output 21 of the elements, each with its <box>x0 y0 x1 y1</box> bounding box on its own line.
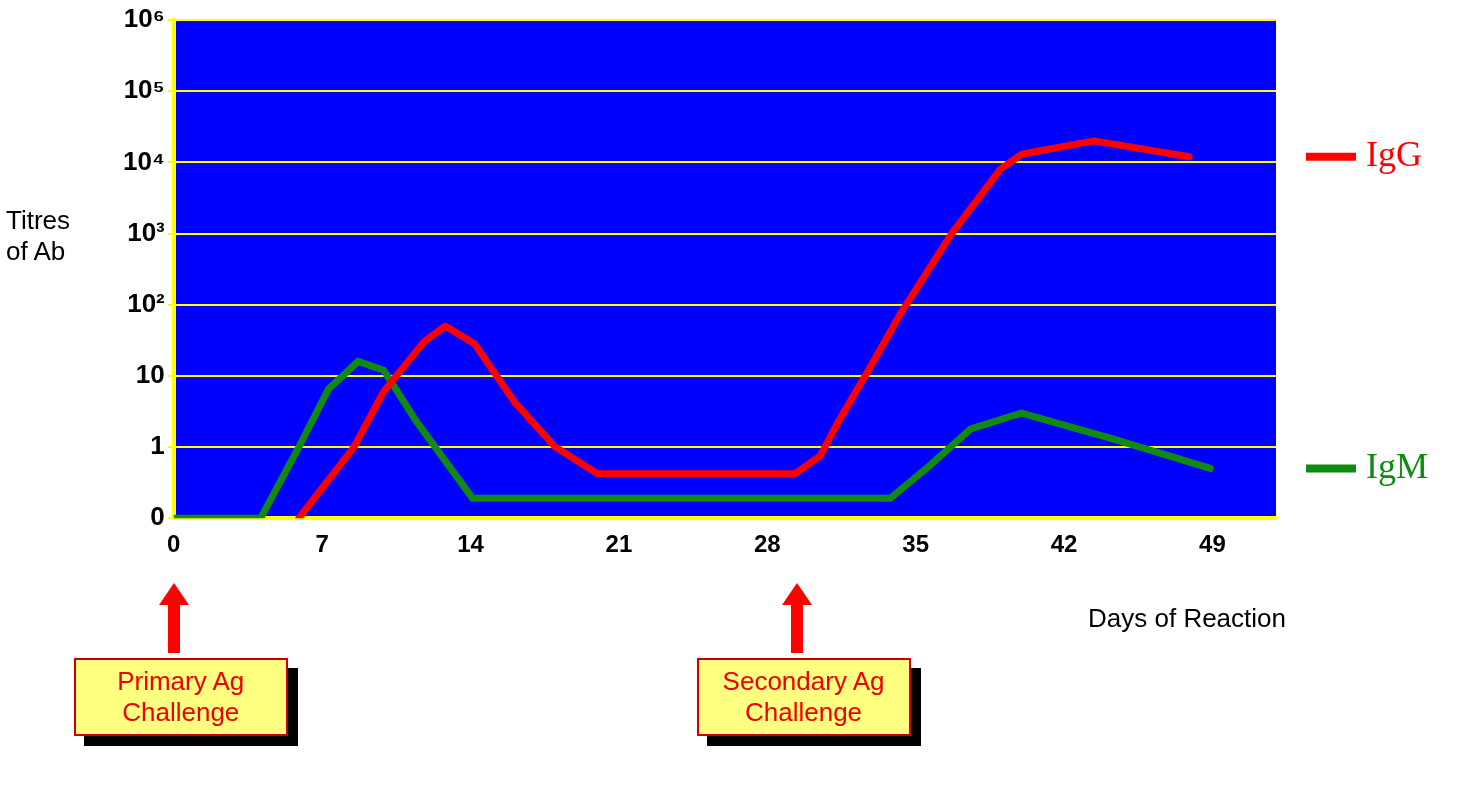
y-tick-label: 10³ <box>127 216 166 247</box>
x-axis-title: Days of Reaction <box>1088 603 1286 635</box>
legend-label: IgM <box>1366 445 1428 486</box>
text: Primary Ag Challenge <box>73 658 288 737</box>
x-tick-label: 49 <box>1199 530 1226 558</box>
y-tick-label: 10⁶ <box>123 3 165 34</box>
x-tick-label: 28 <box>753 530 781 558</box>
x-tick-label: 21 <box>605 530 633 558</box>
y-tick-label: 10⁴ <box>123 145 165 176</box>
x-tick-label: 42 <box>1050 530 1078 558</box>
x-tick-label: 14 <box>457 530 485 558</box>
text: Secondary Ag Challenge <box>696 658 911 737</box>
x-tick-label: 7 <box>315 530 329 558</box>
y-tick-label: 10² <box>127 287 166 318</box>
y-tick-label: 10 <box>135 359 165 390</box>
y-axis-title: Titres of Ab <box>6 205 72 267</box>
legend-label: IgG <box>1366 134 1422 175</box>
y-tick-label: 0 <box>150 501 165 532</box>
y-tick-label: 1 <box>150 430 165 461</box>
x-tick-label: 35 <box>902 530 930 558</box>
y-tick-label: 10⁵ <box>123 74 165 105</box>
